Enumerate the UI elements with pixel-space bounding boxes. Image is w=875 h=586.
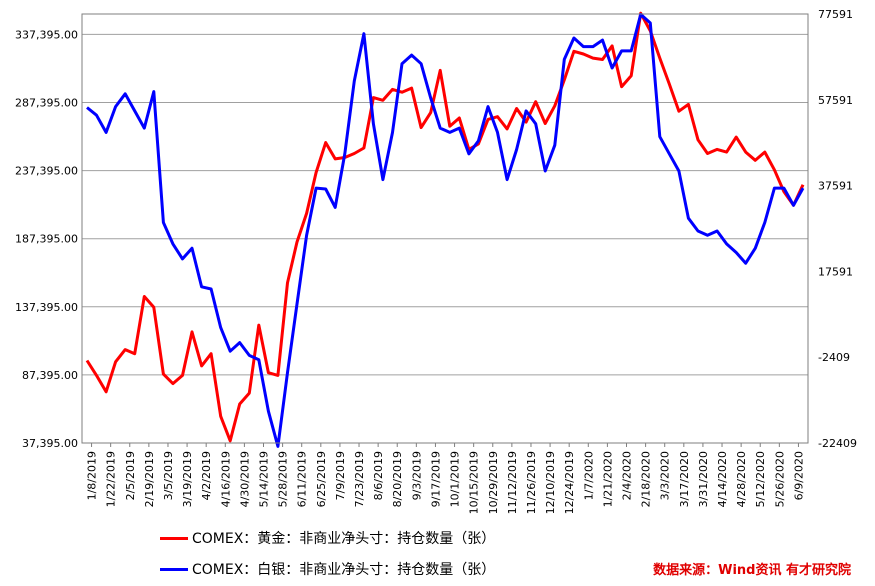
x-tick-label: 4/28/2020 xyxy=(735,451,748,507)
x-tick-label: 3/5/2019 xyxy=(162,451,175,500)
right-tick-label: -2409 xyxy=(818,351,850,364)
x-tick-label: 12/24/2019 xyxy=(563,451,576,514)
x-tick-label: 4/2/2019 xyxy=(200,451,213,500)
x-tick-label: 3/31/2020 xyxy=(697,451,710,507)
left-tick-label: 187,395.00 xyxy=(15,233,78,246)
x-tick-label: 5/26/2020 xyxy=(773,451,786,507)
x-tick-label: 7/9/2019 xyxy=(334,451,347,500)
x-axis-ticks: 1/8/2019 1/22/2019 2/5/2019 2/19/2019 3/5/20… xyxy=(86,443,805,514)
left-tick-label: 337,395.00 xyxy=(15,28,78,41)
right-tick-label: 77591 xyxy=(818,8,853,21)
x-tick-label: 7/23/2019 xyxy=(353,451,366,507)
x-tick-label: 12/10/2019 xyxy=(544,451,557,514)
x-tick-label: 3/3/2020 xyxy=(659,451,672,500)
right-tick-label: 37591 xyxy=(818,180,853,193)
x-tick-label: 5/28/2019 xyxy=(277,451,290,507)
x-tick-label: 10/1/2019 xyxy=(449,451,462,507)
x-tick-label: 4/30/2019 xyxy=(238,451,251,507)
x-tick-label: 6/11/2019 xyxy=(296,451,309,507)
legend-item-gold: COMEX：黄金：非商业净头寸：持仓数量（张） xyxy=(160,528,495,548)
series-layer xyxy=(85,11,805,448)
legend-label-silver: COMEX：白银：非商业净头寸：持仓数量（张） xyxy=(192,562,496,578)
x-tick-label: 6/25/2019 xyxy=(315,451,328,507)
x-tick-label: 4/14/2020 xyxy=(716,451,729,507)
right-tick-label: 57591 xyxy=(818,94,853,107)
x-tick-label: 5/14/2019 xyxy=(258,451,271,507)
left-tick-label: 287,395.00 xyxy=(15,97,78,110)
x-tick-label: 9/17/2019 xyxy=(429,451,442,507)
x-tick-label: 1/22/2019 xyxy=(105,451,118,507)
left-axis-ticks: 37,395.00 87,395.00 137,395.00 187,395.00 23… xyxy=(15,28,78,450)
x-tick-label: 2/18/2020 xyxy=(640,451,653,507)
plot-border xyxy=(81,13,809,444)
x-tick-label: 3/17/2020 xyxy=(678,451,691,507)
x-tick-label: 8/20/2019 xyxy=(391,451,404,507)
x-tick-label: 11/12/2019 xyxy=(506,451,519,514)
x-tick-label: 6/9/2020 xyxy=(792,451,805,500)
x-tick-label: 3/19/2019 xyxy=(181,451,194,507)
right-tick-label: 17591 xyxy=(818,265,853,278)
right-axis-ticks: -22409 -2409 17591 37591 57591 77591 xyxy=(818,8,857,450)
series-line-silver xyxy=(86,12,805,448)
x-tick-label: 2/19/2019 xyxy=(143,451,156,507)
x-tick-label: 5/12/2020 xyxy=(754,451,767,507)
legend-item-silver: COMEX：白银：非商业净头寸：持仓数量（张） xyxy=(160,559,495,579)
legend-swatch-silver xyxy=(160,567,188,571)
left-tick-label: 87,395.00 xyxy=(22,369,78,382)
x-tick-label: 11/26/2019 xyxy=(525,451,538,514)
x-tick-label: 2/5/2019 xyxy=(124,451,137,500)
legend-swatch-gold xyxy=(160,536,188,540)
x-tick-label: 8/6/2019 xyxy=(372,451,385,500)
left-tick-label: 37,395.00 xyxy=(22,437,78,450)
x-tick-label: 1/21/2020 xyxy=(601,451,614,507)
x-tick-label: 9/3/2019 xyxy=(410,451,423,500)
series-line-gold xyxy=(85,11,805,443)
x-tick-label: 10/29/2019 xyxy=(487,451,500,514)
x-tick-label: 10/15/2019 xyxy=(468,451,481,514)
right-tick-label: -22409 xyxy=(818,437,857,450)
legend-label-gold: COMEX：黄金：非商业净头寸：持仓数量（张） xyxy=(192,531,496,547)
x-tick-label: 1/7/2020 xyxy=(582,451,595,500)
x-tick-label: 1/8/2019 xyxy=(86,451,99,500)
left-tick-label: 137,395.00 xyxy=(15,301,78,314)
x-tick-label: 2/4/2020 xyxy=(621,451,634,500)
source-note: 数据来源：Wind资讯 有才研究院 xyxy=(653,563,851,578)
x-tick-label: 4/16/2019 xyxy=(219,451,232,507)
left-tick-label: 237,395.00 xyxy=(15,165,78,178)
